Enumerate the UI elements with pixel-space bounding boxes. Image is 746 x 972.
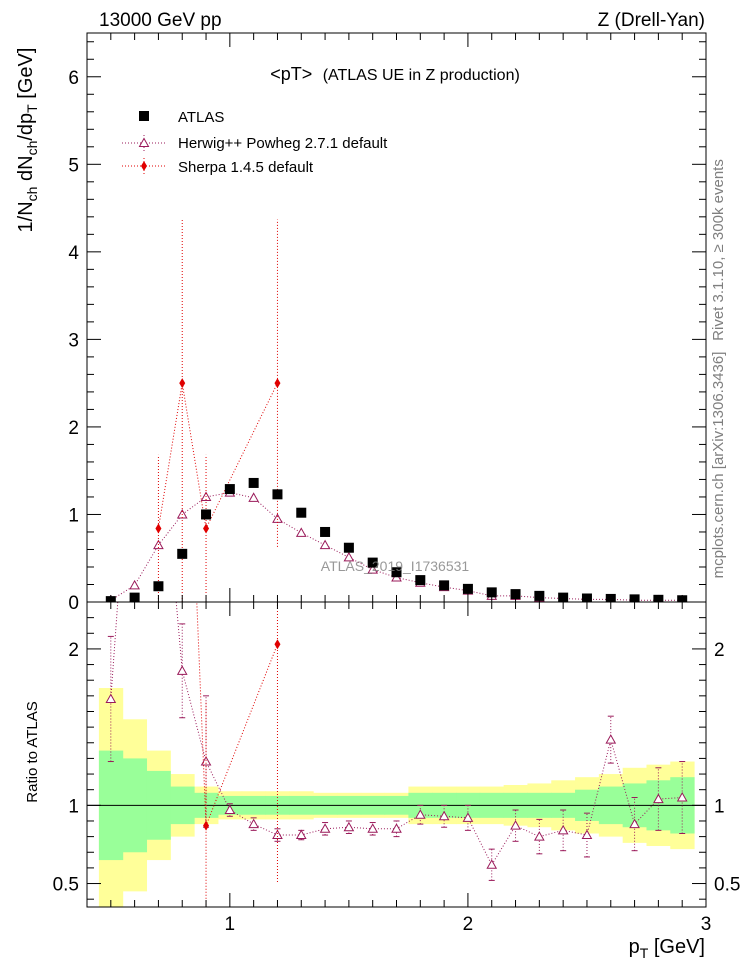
point-herwig-main — [319, 539, 331, 550]
ratio-y-tick-label: 1 — [68, 796, 79, 817]
point-sherpa-main — [274, 378, 281, 389]
point-herwig-main — [295, 527, 307, 537]
point-herwig-ratio — [154, 394, 163, 402]
ratio-y-tick-label: 0.5 — [53, 875, 79, 896]
point-sherpa-main — [203, 523, 210, 534]
legend-item-herwig: Herwig++ Powheg 2.7.1 default — [122, 135, 388, 152]
point-herwig-ratio — [391, 823, 402, 833]
point-atlas — [343, 542, 354, 553]
point-atlas — [486, 587, 497, 598]
legend-item-sherpa: Sherpa 1.4.5 default — [122, 158, 314, 176]
point-herwig-ratio — [605, 734, 617, 744]
legend-marker-sherpa — [141, 161, 147, 171]
point-atlas — [248, 477, 259, 488]
ratio-xlabel: pT [GeV] — [629, 936, 705, 961]
main-ylabel: 1/Nch dNch/dpT [GeV] — [15, 48, 40, 233]
point-atlas — [224, 484, 235, 495]
point-herwig-main — [367, 564, 379, 574]
point-herwig-ratio — [248, 818, 260, 829]
point-herwig-ratio — [319, 823, 331, 833]
point-herwig-main — [343, 551, 355, 562]
x-tick-label: 1 — [225, 914, 236, 935]
y-tick-label: 1 — [68, 505, 79, 526]
header-right: Z (Drell-Yan) — [598, 10, 705, 31]
mcplots-label: mcplots.cern.ch [arXiv:1306.3436] — [710, 352, 727, 579]
point-sherpa-ratio — [203, 820, 210, 831]
legend-item-atlas: ATLAS — [139, 109, 224, 126]
y-tick-label: 5 — [68, 155, 79, 176]
legend: ATLAS Herwig++ Powheg 2.7.1 default Sher… — [122, 109, 388, 176]
point-atlas — [320, 526, 331, 537]
point-atlas — [415, 575, 426, 586]
x-tick-label: 3 — [701, 914, 712, 935]
point-atlas — [439, 580, 450, 591]
point-atlas — [296, 507, 307, 518]
y-tick-label: 2 — [68, 418, 79, 439]
point-herwig-ratio — [105, 693, 117, 703]
point-herwig-ratio — [200, 756, 212, 766]
series-line-sherpa-main — [157, 382, 278, 531]
series-line-herwig-main — [110, 492, 683, 601]
legend-marker-atlas — [139, 111, 149, 121]
point-herwig-ratio — [343, 821, 355, 832]
point-atlas — [153, 581, 164, 592]
main-title: <pT> (ATLAS UE in Z production) — [270, 64, 520, 84]
ratio-ylabel: Ratio to ATLAS — [24, 701, 41, 802]
point-herwig-ratio — [581, 829, 593, 840]
point-herwig-ratio — [295, 829, 307, 840]
y-tick-label: 0 — [68, 593, 79, 614]
ratio-y-tick-label-right: 1 — [714, 796, 725, 817]
point-herwig-ratio — [224, 804, 236, 815]
legend-label-sherpa: Sherpa 1.4.5 default — [178, 159, 314, 176]
point-herwig-ratio — [438, 810, 450, 821]
ratio-y-tick-label-right: 2 — [714, 640, 725, 661]
point-atlas — [177, 548, 188, 559]
point-herwig-main — [129, 579, 140, 590]
rivet-label: Rivet 3.1.10, ≥ 300k events — [710, 159, 727, 341]
ratio-panel: 1 2 30.5 0.51 12 2 Ratio to ATLAS pT [GeV] — [24, 226, 740, 961]
header-left: 13000 GeV pp — [99, 10, 222, 31]
point-herwig-ratio — [533, 831, 545, 841]
point-atlas — [201, 509, 212, 520]
point-herwig-ratio — [510, 820, 521, 830]
y-tick-label: 4 — [68, 243, 79, 264]
legend-marker-herwig — [138, 137, 150, 147]
point-sherpa-ratio — [274, 639, 281, 650]
y-tick-label: 6 — [68, 68, 79, 89]
point-herwig-ratio — [176, 665, 188, 675]
main-title-sub: (ATLAS UE in Z production) — [323, 67, 520, 84]
point-herwig-ratio — [629, 818, 640, 829]
point-herwig-ratio — [414, 809, 426, 819]
point-herwig-ratio — [367, 823, 379, 833]
point-sherpa-ratio — [155, 226, 161, 236]
point-sherpa-main — [179, 378, 186, 389]
series-line-sherpa-ratio — [196, 602, 278, 826]
watermark: ATLAS_2019_I1736531 — [321, 558, 470, 574]
ratio-y-tick-label: 2 — [68, 640, 79, 661]
point-atlas — [510, 589, 521, 600]
point-herwig-main — [248, 492, 260, 502]
point-herwig-ratio — [486, 859, 498, 869]
ratio-y-tick-label-right: 0.5 — [714, 875, 740, 896]
point-herwig-ratio — [272, 829, 283, 840]
point-atlas — [272, 489, 283, 500]
point-atlas — [367, 557, 378, 568]
legend-label-herwig: Herwig++ Powheg 2.7.1 default — [178, 135, 388, 152]
point-sherpa-main — [155, 523, 162, 534]
legend-label-atlas: ATLAS — [178, 109, 224, 126]
point-herwig-ratio — [130, 363, 139, 371]
point-herwig-ratio — [676, 791, 688, 802]
point-atlas — [391, 567, 402, 578]
main-title-main: <pT> — [270, 64, 312, 84]
point-herwig-ratio — [462, 812, 474, 822]
x-tick-label: 2 — [463, 914, 474, 935]
point-herwig-ratio — [653, 793, 664, 804]
point-herwig-ratio — [557, 824, 569, 835]
y-tick-label: 3 — [68, 330, 79, 351]
